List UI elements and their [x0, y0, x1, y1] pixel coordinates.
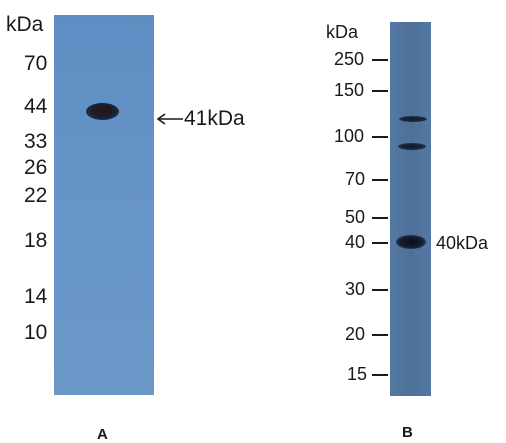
panel-a-unit-label: kDa: [6, 13, 44, 36]
panel-a-gel-lane: [54, 15, 154, 395]
panel-a-letter: A: [97, 426, 108, 443]
panel-b-marker-150: 150: [334, 80, 365, 100]
panel-b-band-main: [396, 235, 426, 249]
panel-b-tick-40: [372, 242, 388, 244]
panel-a-marker-18: 18: [24, 229, 48, 252]
panel-b-tick-100: [372, 136, 388, 138]
panel-b-tick-15: [372, 374, 388, 376]
panel-a-marker-14: 14: [24, 285, 48, 308]
panel-b-tick-30: [372, 289, 388, 291]
panel-b-tick-50: [372, 217, 388, 219]
panel-b-marker-100: 100: [334, 126, 365, 146]
panel-b-tick-250: [372, 59, 388, 61]
panel-a-marker-10: 10: [24, 321, 48, 344]
panel-b-letter: B: [402, 424, 413, 441]
panel-a-marker-33: 33: [24, 130, 48, 153]
panel-a-marker-70: 70: [24, 52, 48, 75]
panel-b-marker-20: 20: [345, 324, 366, 344]
panel-b-tick-20: [372, 334, 388, 336]
panel-b-band-upper: [399, 116, 427, 122]
panel-a-marker-22: 22: [24, 184, 48, 207]
panel-b-tick-150: [372, 90, 388, 92]
panel-a-marker-26: 26: [24, 156, 48, 179]
panel-b-gel-lane: [390, 22, 431, 396]
panel-b-marker-70: 70: [345, 169, 366, 189]
panel-b-marker-40: 40: [345, 232, 366, 252]
panel-b-marker-50: 50: [345, 207, 366, 227]
arrow-left-icon: [156, 113, 183, 125]
panel-a-marker-44: 44: [24, 95, 48, 118]
panel-b-band-middle: [398, 143, 426, 150]
panel-a-band: [86, 103, 119, 120]
panel-b-marker-30: 30: [345, 279, 366, 299]
panel-b-band-annotation: 40kDa: [436, 233, 489, 253]
panel-b-marker-15: 15: [347, 364, 368, 384]
panel-b-unit-label: kDa: [326, 22, 359, 42]
panel-a-band-annotation: 41kDa: [184, 107, 245, 130]
panel-b-tick-70: [372, 179, 388, 181]
panel-b-marker-250: 250: [334, 49, 365, 69]
